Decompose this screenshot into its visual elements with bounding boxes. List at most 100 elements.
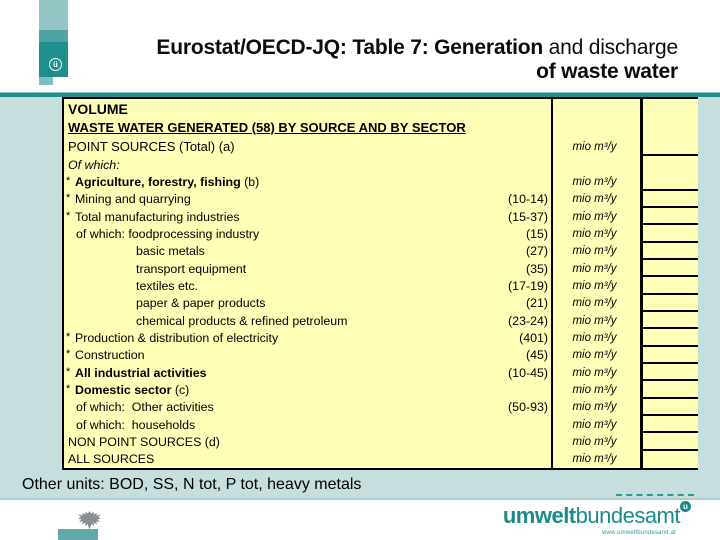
umweltbundesamt-bar-logo: ü [39,0,68,85]
table-row: of which: households mio m³/y [64,416,698,433]
row-unit: mio m³/y [572,418,617,431]
row-label: Production & distribution of electricity [75,330,279,345]
row-nace-code: (35) [525,261,548,276]
brand-umwelt: umwelt [502,503,576,528]
row-asterisk: * [66,382,71,395]
row-label-cell: of which: Other activities (50-93) [64,400,551,414]
table-row: * Total manufacturing industries (15-37) mi… [64,208,698,225]
row-label-cell: paper & paper products (21) [64,296,551,310]
table-row: * Construction (45) mio m³/y [64,347,698,364]
value-cell-empty [643,191,698,208]
row-label-cell: * All industrial activities (10-45) [64,366,551,380]
row-label: Of which: [68,157,120,172]
row-label-suffix: (c) [171,382,190,397]
brand-bundesamt: bundesamt [575,503,681,528]
row-label-cell: transport equipment (35) [64,262,551,276]
row-label-cell: * Total manufacturing industries (15-37) [64,210,551,224]
value-cell-empty [643,277,698,295]
row-label: of which: households [76,417,196,432]
row-unit: mio m³/y [572,245,617,258]
row-label: ALL SOURCES [68,452,155,467]
slide-title-line1: Eurostat/OECD-JQ: Table 7: Generation an… [156,36,678,60]
row-label: Mining and quarrying [75,192,191,207]
value-cell-empty [643,99,698,156]
row-label: chemical products & refined petroleum [136,313,348,328]
title-divider-rule [0,92,720,97]
row-unit: mio m³/y [572,227,617,240]
row-nace-code: (17-19) [508,278,548,293]
row-nace-code: (15-37) [508,209,548,224]
row-label: Domestic sector [75,382,172,397]
row-unit: mio m³/y [572,401,617,414]
row-label-cell: ALL SOURCES [64,452,551,466]
table-row: * Production & distribution of electricit… [64,329,698,346]
umweltbundesamt-wordmark: umweltbundesamt u [503,501,691,529]
row-label: textiles etc. [136,278,198,293]
value-cell-empty [643,364,698,382]
row-asterisk: * [66,192,71,205]
row-label: transport equipment [136,261,247,276]
row-label: NON POINT SOURCES (d) [68,434,220,449]
row-nace-code: (45) [525,348,548,363]
row-label: basic metals [136,244,205,259]
value-cell-empty [643,399,698,416]
row-label-cell: of which: households [64,418,551,432]
table-row: WASTE WATER GENERATED (58) BY SOURCE AND… [64,118,698,137]
table-row: POINT SOURCES (Total) (a) mio m³/y [64,137,698,156]
table-row: * Domestic sector (c) mio m³/y [64,381,698,398]
row-label-cell: basic metals (27) [64,244,551,258]
value-entry-column [643,99,698,468]
value-cell-empty [643,416,698,434]
title-regular-part: and discharge [543,36,679,59]
row-label-suffix: (b) [240,174,260,189]
value-cell-empty [643,381,698,399]
brand-dashed-line [616,494,694,496]
row-unit: mio m³/y [572,383,617,396]
value-cell-empty [643,451,698,468]
row-nace-code: (50-93) [508,400,548,415]
row-label: Total manufacturing industries [75,209,240,224]
other-units-note: Other units: BOD, SS, N tot, P tot, heav… [22,476,362,493]
row-label-cell: WASTE WATER GENERATED (58) BY SOURCE AND… [64,120,551,135]
value-cell-empty [643,347,698,364]
row-label-cell: POINT SOURCES (Total) (a) [64,139,551,154]
brand-url: www.umweltbundesamt.at [601,530,677,536]
value-cell-empty [643,433,698,451]
row-unit: mio m³/y [572,314,617,327]
row-label-cell: * Agriculture, forestry, fishing (b) [64,175,551,189]
row-label: VOLUME [68,100,128,117]
table-row: * Mining and quarrying (10-14) mio m³/y [64,191,698,208]
row-label-cell: VOLUME [64,101,551,117]
circled-u-icon: ü [49,58,62,71]
table-row: Of which: [64,156,698,173]
row-unit: mio m³/y [572,331,617,344]
footer-divider-line [0,498,720,500]
table-row: * Agriculture, forestry, fishing (b) mio m… [64,173,698,190]
row-label-cell: Of which: [64,158,551,172]
row-unit: mio m³/y [572,349,617,362]
slide-title: Eurostat/OECD-JQ: Table 7: Generation an… [156,36,678,84]
row-label-cell: NON POINT SOURCES (d) [64,435,551,449]
table-row: of which: foodprocessing industry (15) mio… [64,225,698,242]
table-row: basic metals (27) mio m³/y [64,243,698,260]
table-rows: VOLUME WASTE WATER GENERATED (58) BY SOUR… [64,99,698,468]
row-unit: mio m³/y [572,140,617,153]
waste-water-table: VOLUME WASTE WATER GENERATED (58) BY SOUR… [62,97,698,470]
row-label: Agriculture, forestry, fishing [75,174,241,189]
row-unit: mio m³/y [572,297,617,310]
brand-circled-u-icon: u [680,501,691,512]
row-label: of which: Other activities [76,400,214,415]
row-label-cell: textiles etc. (17-19) [64,279,551,293]
footer-band [0,500,720,540]
value-cell-empty [643,243,698,260]
row-nace-code: (21) [525,296,548,311]
row-unit: mio m³/y [572,175,617,188]
row-unit: mio m³/y [572,435,617,448]
value-cell-empty [643,225,698,243]
austrian-eagle-emblem-icon [78,511,101,530]
row-unit: mio m³/y [572,210,617,223]
row-asterisk: * [66,348,71,361]
row-unit: mio m³/y [572,193,617,206]
logo-bar-segment-mid [39,30,68,42]
